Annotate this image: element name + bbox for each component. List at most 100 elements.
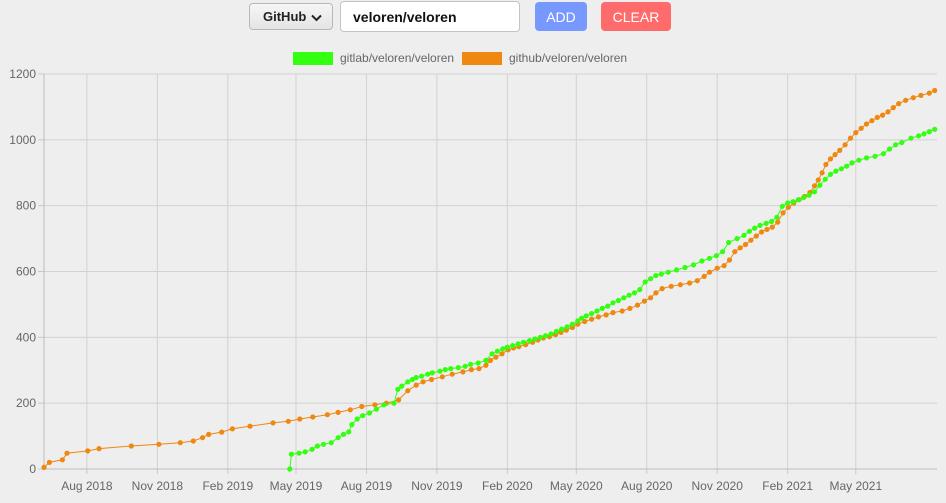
series-line [43, 90, 935, 468]
data-point [425, 371, 431, 377]
data-point [916, 133, 922, 139]
data-point [594, 308, 600, 314]
add-button[interactable]: ADD [535, 2, 587, 31]
data-point [769, 224, 775, 230]
data-point [757, 222, 763, 228]
legend-label: gitlab/veloren/veloren [340, 51, 454, 65]
data-point [642, 279, 648, 285]
data-point [359, 403, 365, 410]
data-point [779, 203, 785, 209]
x-tick-label: Feb 2019 [202, 479, 253, 493]
data-point [748, 237, 754, 243]
legend-swatch [462, 52, 502, 65]
data-point [449, 371, 455, 377]
chart-axes: 0 200 400 600 800 1000 1200 Aug 2018 Nov 2018 Feb… [9, 67, 937, 493]
data-point [932, 87, 938, 94]
data-point [780, 210, 786, 216]
data-point [819, 170, 825, 176]
data-point [553, 328, 560, 334]
data-point [653, 272, 659, 279]
controls-bar: GitHub veloren/veloren ADD CLEAR [0, 0, 946, 34]
repo-input[interactable]: veloren/veloren [340, 1, 520, 32]
data-point [856, 157, 862, 163]
data-point [296, 450, 302, 456]
data-point [288, 451, 294, 457]
y-tick-label: 0 [29, 462, 36, 476]
data-point [610, 310, 616, 316]
data-point [373, 406, 379, 412]
data-point [759, 229, 765, 235]
data-point [932, 126, 938, 132]
data-point [583, 313, 589, 319]
data-point [827, 171, 834, 177]
data-point [229, 426, 235, 432]
data-point [475, 360, 481, 366]
data-point [405, 379, 411, 385]
data-point [827, 156, 834, 162]
data-point [844, 163, 850, 169]
x-tick-label: May 2019 [270, 479, 323, 493]
data-point [64, 450, 70, 456]
data-point [837, 147, 843, 153]
data-point [494, 348, 500, 354]
data-point [128, 443, 134, 449]
data-point [674, 267, 680, 273]
data-point [96, 446, 102, 452]
source-select-value: GitHub [263, 9, 307, 24]
data-point [413, 382, 419, 388]
data-point [626, 292, 632, 298]
data-point [658, 271, 664, 277]
x-tick-label: Nov 2020 [692, 479, 744, 493]
x-tick-label: Feb 2020 [482, 479, 533, 493]
data-point [737, 245, 743, 251]
data-point [500, 346, 506, 352]
data-point [785, 200, 791, 206]
data-point [853, 130, 859, 136]
data-point [399, 383, 405, 389]
data-point [527, 338, 533, 344]
data-point [659, 286, 665, 292]
data-point [869, 118, 875, 124]
data-point [682, 264, 688, 271]
clear-button[interactable]: CLEAR [601, 2, 671, 31]
chevron-down-icon [311, 14, 322, 22]
data-point [520, 339, 527, 345]
data-point [746, 228, 753, 234]
data-point [734, 236, 740, 242]
data-point [564, 324, 570, 330]
data-point [177, 440, 183, 446]
data-point [699, 258, 705, 264]
data-point [677, 282, 684, 288]
data-point [320, 441, 327, 447]
data-point [720, 249, 726, 255]
data-point [701, 273, 707, 279]
data-point [395, 386, 401, 392]
data-point [863, 155, 870, 161]
data-point [637, 287, 643, 293]
data-point [694, 278, 700, 284]
data-point [822, 176, 828, 182]
data-point [817, 182, 823, 188]
data-point [668, 283, 674, 289]
data-point [270, 420, 276, 426]
data-point [569, 321, 576, 327]
y-tick-label: 1000 [9, 133, 36, 147]
data-point [287, 466, 293, 472]
data-point [396, 397, 402, 403]
data-point [46, 459, 53, 465]
source-select[interactable]: GitHub [249, 3, 333, 30]
data-point [428, 376, 435, 383]
data-point [896, 101, 902, 107]
legend-swatch [293, 52, 333, 65]
data-point [833, 168, 839, 174]
data-point [926, 90, 932, 96]
data-point [439, 374, 445, 380]
data-point [886, 146, 893, 152]
x-tick-label: Aug 2019 [341, 479, 393, 493]
data-point [726, 239, 732, 246]
data-point [874, 114, 880, 120]
data-point [59, 457, 65, 463]
data-point [806, 192, 812, 198]
data-point [605, 303, 611, 309]
